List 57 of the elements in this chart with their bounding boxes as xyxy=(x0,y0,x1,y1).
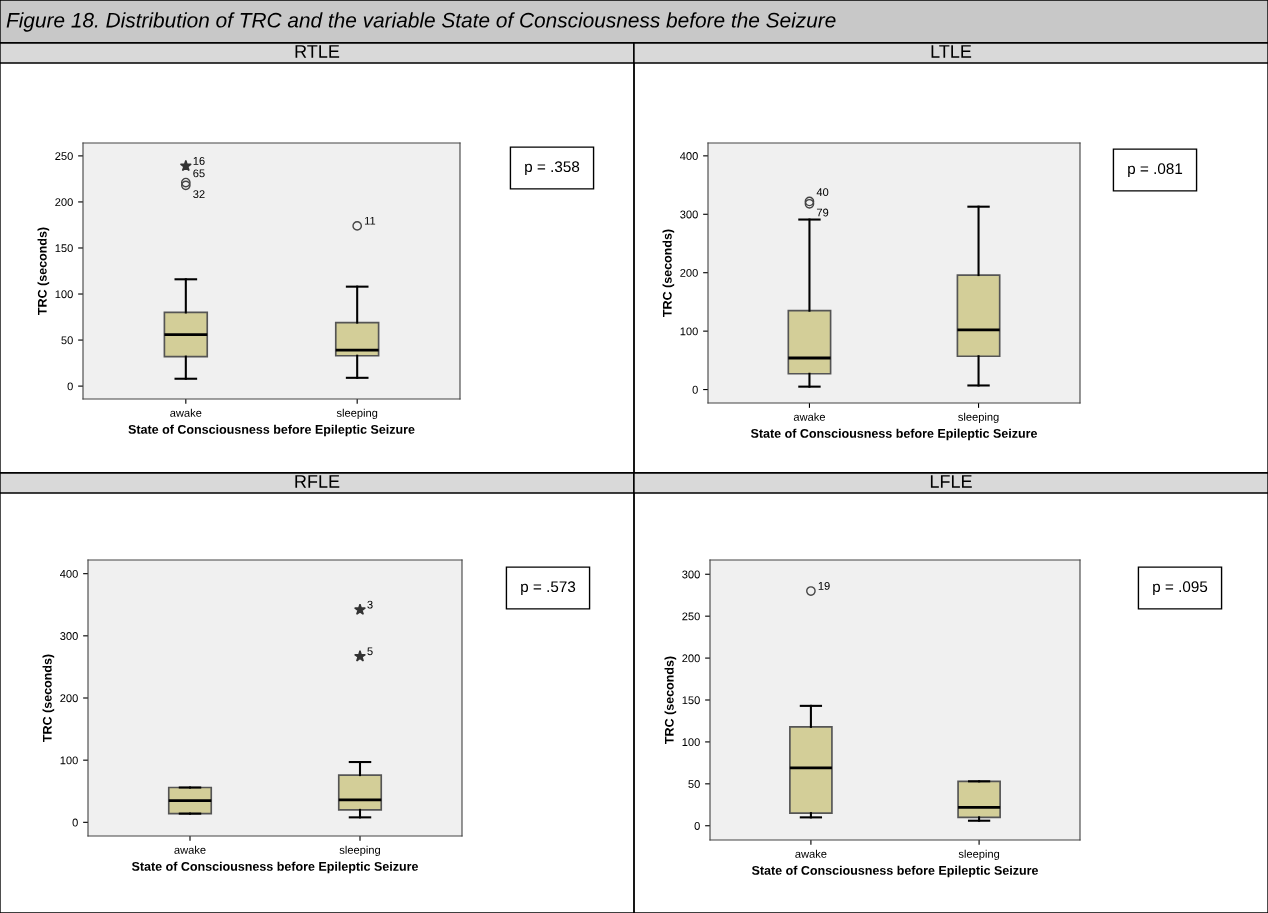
y-tick-label: 0 xyxy=(72,818,78,827)
annotation: 32 xyxy=(193,190,205,199)
x-axis-title: State of Consciousness before Epileptic Seizure xyxy=(750,428,1038,441)
y-axis-title: TRC (seconds) xyxy=(664,656,677,744)
y-tick-label: 100 xyxy=(682,738,700,747)
text: p = .358 xyxy=(525,161,580,176)
x-axis-title: State of Consciousness before Epileptic Seizure xyxy=(128,424,415,437)
x-axis-title: State of Consciousness before Epileptic Seizure xyxy=(131,861,419,874)
annotation: 11 xyxy=(364,216,376,225)
y-tick-label: 200 xyxy=(680,268,698,277)
annotation: 3 xyxy=(367,600,373,609)
y-tick-label: 200 xyxy=(55,198,73,207)
x-tick-label: sleeping xyxy=(339,845,380,857)
y-tick-label: 0 xyxy=(67,382,73,391)
text: Figure 18. Distribution of TRC and the variable State of Consciousness before the Seizure xyxy=(6,12,836,32)
x-axis-title: State of Consciousness before Epileptic Seizure xyxy=(751,865,1039,878)
x-tick-label: sleeping xyxy=(336,408,378,420)
y-tick-label: 0 xyxy=(694,822,700,830)
annotation: 19 xyxy=(818,581,830,590)
annotation: 16 xyxy=(193,156,205,165)
chart-title: RFLE xyxy=(295,475,340,488)
y-axis-title: TRC (seconds) xyxy=(37,227,50,315)
x-tick-label: sleeping xyxy=(958,412,999,424)
y-tick-label: 150 xyxy=(55,244,73,253)
annotation: 5 xyxy=(367,647,373,656)
y-tick-label: 250 xyxy=(55,152,73,161)
annotation: 79 xyxy=(816,208,829,217)
y-tick-label: 100 xyxy=(60,756,78,765)
y-tick-label: 400 xyxy=(60,569,78,578)
y-tick-label: 300 xyxy=(682,570,700,579)
y-tick-label: 250 xyxy=(682,612,700,621)
annotation: 65 xyxy=(193,169,205,178)
x-tick-label: awake xyxy=(170,408,202,417)
chart-title: RTLE xyxy=(295,45,340,58)
text: p = .081 xyxy=(1128,163,1183,178)
annotation: 40 xyxy=(816,188,829,197)
y-tick-label: 100 xyxy=(55,290,73,299)
x-tick-label: sleeping xyxy=(958,849,1000,861)
chart-title: LTLE xyxy=(931,45,972,58)
x-tick-label: awake xyxy=(795,849,827,858)
text: p = .573 xyxy=(521,581,576,596)
y-tick-label: 50 xyxy=(688,780,700,788)
y-tick-label: 300 xyxy=(60,632,78,640)
y-axis-title: TRC (seconds) xyxy=(662,229,675,317)
y-tick-label: 400 xyxy=(680,152,698,160)
y-tick-label: 200 xyxy=(682,654,700,663)
y-tick-label: 0 xyxy=(692,385,698,394)
y-axis-title: TRC (seconds) xyxy=(42,654,55,742)
y-tick-label: 200 xyxy=(60,694,78,703)
chart-title: LFLE xyxy=(930,475,972,488)
y-tick-label: 50 xyxy=(61,336,73,345)
x-tick-label: awake xyxy=(793,412,826,421)
y-tick-label: 150 xyxy=(682,696,700,705)
x-tick-label: awake xyxy=(174,845,206,854)
y-tick-label: 300 xyxy=(680,210,698,219)
y-tick-label: 100 xyxy=(680,327,698,336)
text: p = .095 xyxy=(1153,581,1208,596)
